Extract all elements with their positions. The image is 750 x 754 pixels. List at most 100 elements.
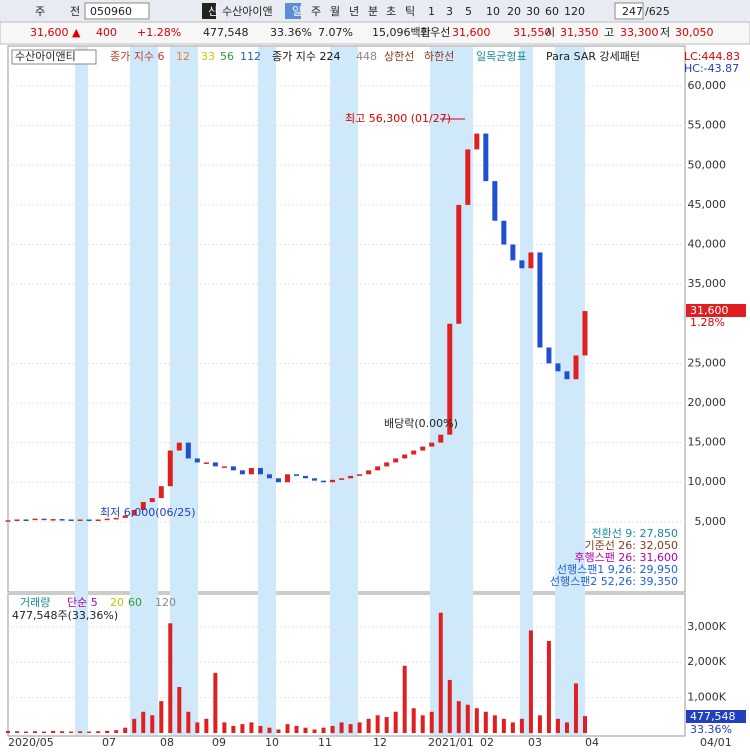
count-input[interactable] bbox=[614, 2, 644, 20]
volume-bar bbox=[339, 722, 344, 733]
legend-item[interactable]: 종가 지수 224 bbox=[272, 50, 340, 63]
candle bbox=[104, 518, 110, 521]
volume-bar bbox=[348, 724, 353, 733]
candle bbox=[339, 478, 345, 480]
candle bbox=[294, 474, 299, 476]
toolbar-item[interactable]: 60 bbox=[545, 5, 559, 18]
toolbar-item[interactable]: 월 bbox=[330, 5, 340, 18]
toolbar-item[interactable]: 120 bbox=[564, 5, 585, 18]
legend-item[interactable]: 하한선 bbox=[424, 49, 454, 63]
volume-bar bbox=[285, 724, 290, 733]
volume-legend[interactable]: 단순 5 bbox=[67, 596, 98, 609]
volume-legend[interactable]: 20 bbox=[110, 596, 124, 609]
volume-bar bbox=[132, 718, 137, 733]
toolbar-item[interactable]: 전 bbox=[70, 5, 80, 18]
volume-bar bbox=[24, 731, 29, 733]
toolbar-item[interactable]: 20 bbox=[507, 5, 521, 18]
toolbar-item[interactable]: 신 bbox=[208, 5, 218, 18]
volume-bar bbox=[42, 731, 47, 733]
toolbar-item[interactable]: 주 bbox=[311, 5, 321, 18]
candle bbox=[348, 475, 354, 479]
toolbar-item[interactable]: 050960 bbox=[90, 5, 132, 18]
candle bbox=[149, 498, 155, 503]
candle bbox=[402, 454, 408, 459]
legend-item[interactable]: 56 bbox=[220, 50, 234, 63]
volume-bar bbox=[312, 729, 317, 733]
candle bbox=[194, 458, 200, 463]
volume-bar bbox=[186, 711, 191, 733]
volume-bar bbox=[519, 718, 524, 733]
toolbar-item[interactable]: 1 bbox=[428, 5, 435, 18]
volume-bar bbox=[15, 731, 20, 733]
legend-item[interactable]: 종가 지수 6 bbox=[110, 50, 164, 63]
legend-item[interactable]: 112 bbox=[240, 50, 261, 63]
toolbar-item[interactable]: /625 bbox=[645, 5, 670, 18]
quote-field: 33.36% bbox=[270, 26, 312, 39]
legend-item[interactable]: 상한선 bbox=[384, 50, 414, 63]
current-change: 1.28% bbox=[690, 316, 725, 329]
y-tick-label: 5,000 bbox=[695, 515, 727, 528]
toolbar-item[interactable]: 30 bbox=[526, 5, 540, 18]
band bbox=[330, 47, 358, 735]
volume-bar bbox=[258, 725, 263, 733]
candle bbox=[266, 474, 272, 479]
candle bbox=[239, 470, 245, 475]
legend-item[interactable]: 33 bbox=[201, 50, 215, 63]
candle bbox=[564, 371, 570, 380]
volume-bar bbox=[276, 729, 281, 733]
candle bbox=[528, 252, 534, 269]
legend-item[interactable]: 12 bbox=[176, 50, 190, 63]
volume-bar bbox=[375, 715, 380, 733]
candle bbox=[86, 519, 92, 521]
candle bbox=[555, 363, 561, 372]
volume-bar bbox=[195, 722, 200, 733]
volume-bar bbox=[204, 718, 209, 733]
volume-bar bbox=[87, 731, 92, 733]
volume-bar bbox=[150, 715, 155, 733]
volume-bar bbox=[159, 701, 164, 733]
volume-bar bbox=[51, 730, 56, 733]
volume-legend[interactable]: 거래량 bbox=[20, 596, 50, 609]
candle bbox=[357, 474, 363, 476]
badge bbox=[202, 3, 216, 19]
toolbar-item[interactable]: 분 bbox=[368, 5, 378, 18]
legend-item[interactable]: Para SAR 강세패턴 bbox=[546, 50, 640, 63]
candle bbox=[131, 509, 137, 516]
legend-item[interactable]: 448 bbox=[356, 50, 377, 63]
legend-item[interactable]: 일목균형표 bbox=[476, 49, 527, 63]
legend-item[interactable]: 수산아이앤티 bbox=[15, 50, 76, 63]
toolbar-item[interactable]: 10 bbox=[486, 5, 500, 18]
volume-bar bbox=[510, 722, 515, 733]
volume-bar bbox=[420, 715, 425, 733]
quote-field: 시 bbox=[545, 26, 555, 39]
band bbox=[555, 47, 585, 735]
toolbar-item[interactable]: 틱 bbox=[405, 5, 415, 18]
quote-bg bbox=[0, 21, 750, 45]
toolbar-item[interactable]: 초 bbox=[386, 5, 396, 18]
code-input[interactable] bbox=[84, 2, 150, 20]
candle bbox=[429, 442, 435, 447]
toolbar-item[interactable]: 주 bbox=[35, 5, 45, 18]
toolbar-item[interactable]: 247 bbox=[622, 5, 643, 18]
volume-legend[interactable]: 60 bbox=[128, 596, 142, 609]
toolbar-item[interactable]: 일 bbox=[292, 4, 302, 18]
candle bbox=[230, 466, 236, 471]
toolbar-item[interactable]: 3 bbox=[446, 5, 453, 18]
annotation: 최저 6,000(06/25) bbox=[100, 506, 196, 519]
volume-legend[interactable]: 120 bbox=[155, 596, 176, 609]
volume-bar bbox=[249, 722, 254, 733]
ichimoku-label: 선행스팬2 52,26: 39,350 bbox=[550, 575, 678, 588]
volume-bar bbox=[357, 722, 362, 733]
y-tick-label: 2,000K bbox=[687, 655, 726, 668]
toolbar-item[interactable]: 수산아이앤 bbox=[222, 5, 273, 18]
toolbar-item[interactable]: 년 bbox=[349, 5, 359, 18]
candle bbox=[375, 466, 381, 471]
candle bbox=[32, 518, 38, 521]
candle bbox=[537, 252, 543, 348]
ichimoku-label: 후행스팬 26: 31,600 bbox=[574, 551, 678, 564]
volume-bar bbox=[483, 711, 488, 733]
toolbar-item[interactable]: 5 bbox=[465, 5, 472, 18]
active-period[interactable] bbox=[285, 3, 301, 19]
volume-bar bbox=[583, 716, 587, 733]
candle bbox=[447, 323, 453, 435]
